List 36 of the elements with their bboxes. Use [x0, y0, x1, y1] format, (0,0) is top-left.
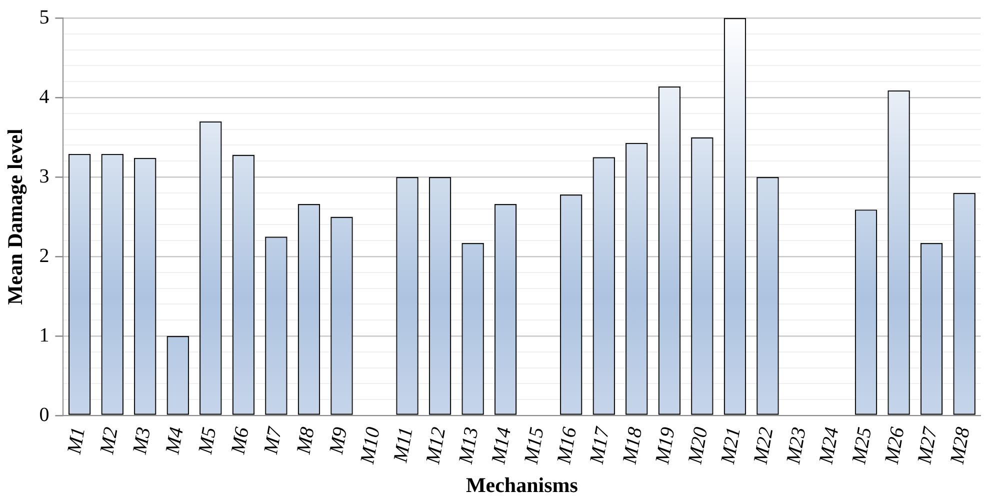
y-axis-title: Mean Damage level	[3, 128, 28, 305]
x-tick-label: M8	[292, 426, 320, 457]
x-tick-label: M16	[552, 426, 582, 466]
y-tick-label: 4	[39, 86, 50, 108]
x-tick-label: M5	[194, 426, 221, 457]
x-tick-label: M18	[618, 426, 647, 466]
x-tick-label: M15	[520, 426, 548, 466]
x-tick-label: M23	[782, 426, 811, 466]
x-tick-label: M20	[684, 426, 712, 466]
x-tick-label: M22	[750, 426, 778, 466]
x-tick-label: M9	[325, 426, 352, 457]
x-axis-title: Mechanisms	[466, 472, 578, 497]
x-tick-label: M25	[848, 426, 876, 466]
x-tick-label: M21	[716, 426, 746, 466]
x-tick-label: M27	[913, 424, 942, 466]
x-tick-label: M17	[586, 424, 614, 466]
x-tick-label: M2	[96, 426, 122, 457]
x-tick-label: M24	[815, 426, 844, 466]
x-tick-label: M3	[128, 426, 156, 457]
x-tick-label: M26	[880, 426, 909, 466]
y-tick-label: 3	[39, 165, 50, 188]
x-tick-label: M7	[260, 424, 286, 457]
x-tick-label: M19	[651, 426, 680, 466]
y-tick-label: 0	[39, 404, 50, 426]
x-tick-label: M6	[227, 426, 254, 457]
y-tick-label: 2	[39, 244, 50, 267]
x-tick-label: M13	[454, 426, 483, 466]
x-tick-label: M10	[356, 426, 385, 466]
x-tick-label: M14	[487, 426, 516, 466]
x-tick-label: M11	[389, 426, 418, 466]
x-tick-label: M28	[946, 426, 974, 466]
y-tick-label: 5	[39, 6, 50, 28]
y-tick-label: 1	[39, 324, 50, 346]
x-tick-label: M12	[422, 426, 450, 466]
x-tick-label: M4	[162, 426, 188, 457]
x-tick-label: M1	[63, 426, 90, 457]
